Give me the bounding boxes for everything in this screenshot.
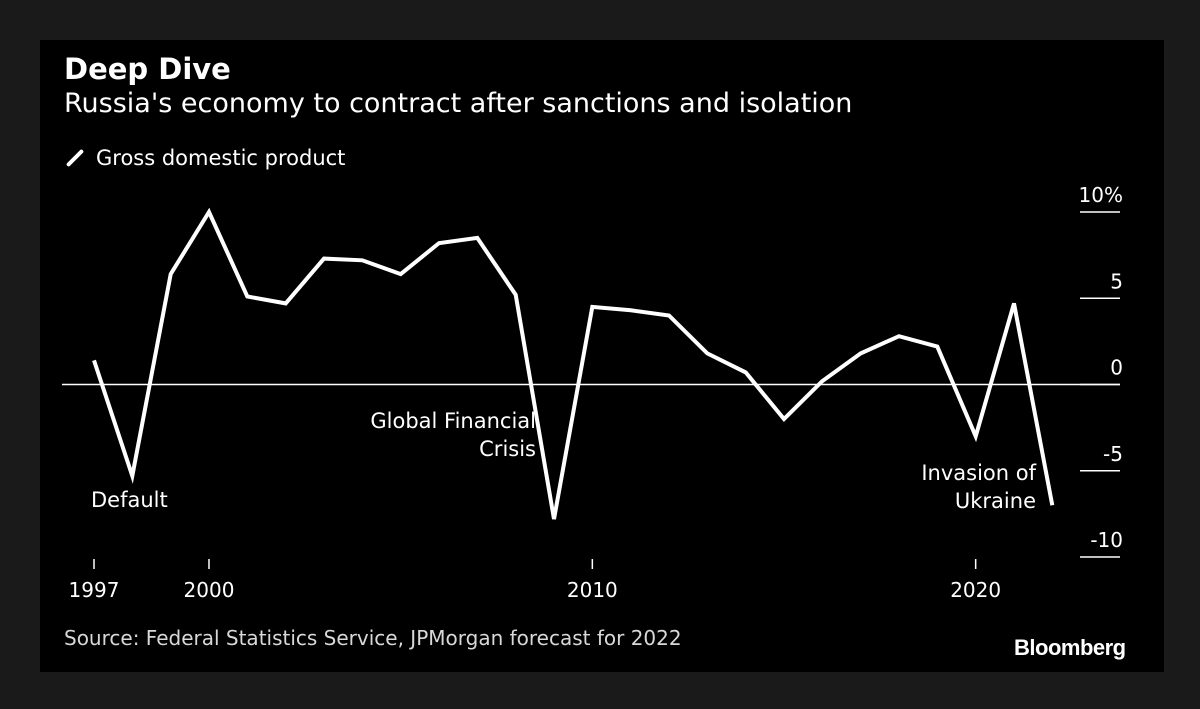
bloomberg-logo: Bloomberg (1014, 635, 1126, 660)
annotation: Default (91, 488, 168, 512)
chart-panel: Deep Dive Russia's economy to contract a… (40, 40, 1164, 672)
x-tick-label: 2020 (950, 578, 1001, 602)
annotation: Global Financial Crisis (370, 409, 536, 461)
y-tick-label: -5 (1103, 442, 1123, 466)
legend: Gross domestic product (64, 146, 345, 170)
chart-subtitle: Russia's economy to contract after sanct… (64, 88, 853, 119)
series-line-gdp (92, 207, 1055, 520)
y-tick-label: -10 (1090, 528, 1123, 552)
y-tick-label: 10% (1079, 183, 1123, 207)
annotation: Invasion of Ukraine (921, 461, 1036, 513)
annotation-text: Default (91, 488, 168, 512)
y-tick-label: 5 (1110, 269, 1123, 293)
x-tick-label: 1997 (69, 578, 120, 602)
legend-label: Gross domestic product (96, 146, 346, 170)
y-tick-label: 0 (1110, 356, 1123, 380)
x-tick-label: 2000 (184, 578, 235, 602)
annotation-text: Global Financial (370, 409, 536, 433)
annotation-text: Ukraine (955, 489, 1036, 513)
annotation-text: Crisis (479, 437, 536, 461)
gdp-line-chart: 10% 5 0 -5 -10 1997 2000 2010 2020 Default Global … (62, 183, 1123, 602)
source-note: Source: Federal Statistics Service, JPMo… (64, 626, 682, 650)
chart-title: Deep Dive (64, 52, 231, 86)
annotation-text: Invasion of (921, 461, 1036, 485)
x-tick-label: 2010 (567, 578, 618, 602)
